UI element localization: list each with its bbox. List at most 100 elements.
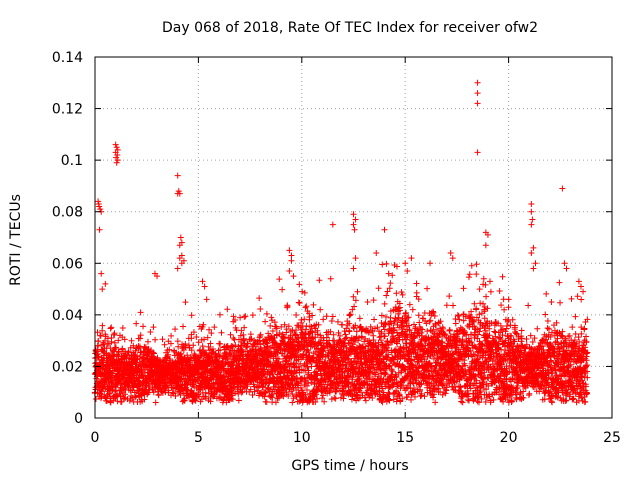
data-point <box>310 301 317 308</box>
data-point <box>188 312 195 319</box>
data-point <box>379 399 386 406</box>
data-point <box>182 299 189 306</box>
data-point <box>354 288 361 295</box>
data-point <box>98 388 105 395</box>
data-point <box>283 358 290 365</box>
data-point <box>145 389 152 396</box>
data-point <box>272 367 279 374</box>
data-point <box>158 388 165 395</box>
data-point <box>128 337 135 344</box>
data-point <box>405 314 412 321</box>
data-point <box>132 394 139 401</box>
data-point <box>292 327 299 334</box>
data-point <box>162 389 169 396</box>
data-point <box>305 367 312 374</box>
data-point <box>94 329 101 336</box>
data-point <box>473 261 480 268</box>
data-point <box>314 371 321 378</box>
data-point <box>172 326 179 333</box>
data-point <box>206 326 213 333</box>
data-point <box>438 371 445 378</box>
data-point <box>475 331 482 338</box>
data-point <box>412 377 419 384</box>
data-point <box>383 292 390 299</box>
data-point <box>499 273 506 280</box>
data-point <box>121 336 128 343</box>
data-point <box>237 332 244 339</box>
data-point <box>276 329 283 336</box>
data-point <box>485 335 492 342</box>
data-point <box>482 281 489 288</box>
data-point <box>481 369 488 376</box>
data-point <box>398 288 405 295</box>
data-point <box>172 393 179 400</box>
data-point <box>476 311 483 318</box>
data-point <box>321 398 328 405</box>
data-point <box>474 335 481 342</box>
data-point <box>492 379 499 386</box>
data-point <box>472 344 479 351</box>
data-point <box>99 322 106 329</box>
data-point <box>230 313 237 320</box>
data-point <box>481 324 488 331</box>
data-point <box>441 330 448 337</box>
data-point <box>502 375 509 382</box>
data-point <box>284 304 291 311</box>
data-point <box>209 346 216 353</box>
data-point <box>191 383 198 390</box>
data-point <box>238 327 245 334</box>
data-point <box>300 335 307 342</box>
data-point <box>346 328 353 335</box>
data-point <box>460 285 467 292</box>
data-point <box>244 343 251 350</box>
data-point <box>115 349 122 356</box>
data-point <box>305 380 312 387</box>
data-point <box>273 325 280 332</box>
data-point <box>287 350 294 357</box>
data-point <box>459 399 466 406</box>
data-point <box>481 304 488 311</box>
data-point <box>316 277 323 284</box>
data-point <box>151 350 158 357</box>
data-point <box>174 338 181 345</box>
data-point <box>112 344 119 351</box>
data-point <box>486 325 493 332</box>
data-point <box>478 395 485 402</box>
data-point <box>459 338 466 345</box>
data-point <box>485 367 492 374</box>
data-point <box>501 306 508 313</box>
data-point <box>483 386 490 393</box>
data-point <box>138 367 145 374</box>
data-point <box>269 394 276 401</box>
data-point <box>446 326 453 333</box>
data-point <box>256 337 263 344</box>
data-point <box>381 320 388 327</box>
data-point <box>437 318 444 325</box>
data-point <box>404 315 411 322</box>
data-point <box>423 320 430 327</box>
data-point <box>454 331 461 338</box>
data-point <box>263 310 270 317</box>
data-point <box>352 297 359 304</box>
data-point <box>288 388 295 395</box>
data-point <box>199 343 206 350</box>
data-point <box>320 316 327 323</box>
data-point <box>335 329 342 336</box>
data-point <box>500 296 507 303</box>
data-point <box>269 370 276 377</box>
data-point <box>393 374 400 381</box>
data-point <box>443 302 450 309</box>
data-point <box>375 285 382 292</box>
data-point <box>296 398 303 405</box>
data-point <box>407 357 414 364</box>
data-point <box>455 346 462 353</box>
data-point <box>302 304 309 311</box>
data-point <box>455 312 462 319</box>
data-point <box>240 335 247 342</box>
data-point <box>99 327 106 334</box>
data-point <box>499 332 506 339</box>
data-point <box>312 399 319 406</box>
data-point <box>261 390 268 397</box>
data-point <box>140 323 147 330</box>
data-point <box>227 331 234 338</box>
